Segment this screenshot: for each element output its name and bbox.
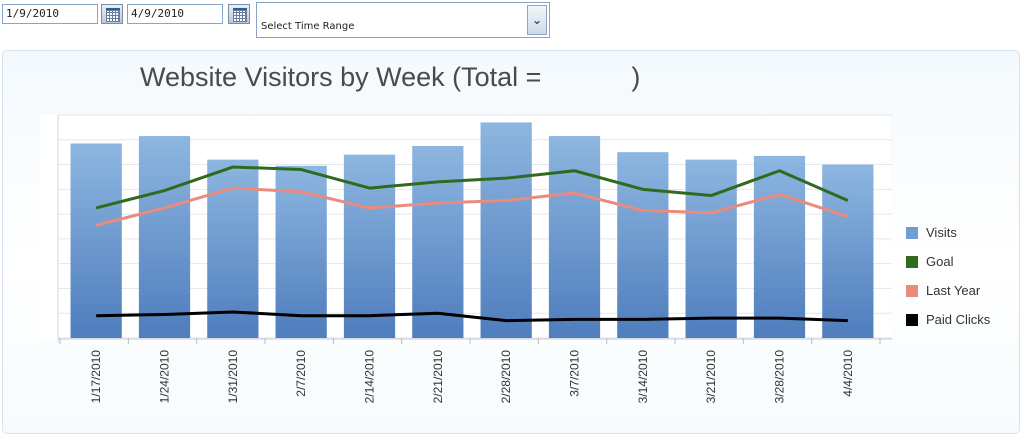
x-tick-label: 2/21/2010 [431, 350, 445, 404]
x-tick-label: 2/7/2010 [294, 350, 308, 397]
x-tick-label: 1/31/2010 [226, 350, 240, 404]
end-date-calendar-button[interactable] [228, 4, 250, 24]
chevron-down-icon: ⌄ [532, 13, 543, 27]
visits-bar [412, 145, 464, 338]
legend-label-last-year: Last Year [926, 283, 981, 298]
legend-swatch-last-year [906, 285, 918, 297]
visits-bar [617, 152, 669, 338]
x-tick-label: 3/21/2010 [704, 350, 718, 404]
start-date-calendar-button[interactable] [101, 4, 123, 24]
x-tick-label: 3/7/2010 [568, 350, 582, 397]
visits-bar [480, 122, 532, 338]
legend-swatch-visits [906, 227, 918, 239]
x-axis: 1/17/2010 1/24/2010 1/31/2010 2/7/2010 2/14/… [58, 338, 892, 403]
end-date-input[interactable]: 4/9/2010 [127, 4, 223, 24]
legend-swatch-goal [906, 256, 918, 268]
legend-swatch-paid-clicks [906, 314, 918, 326]
visits-bar [685, 159, 737, 338]
x-tick-label: 1/17/2010 [89, 350, 103, 404]
legend-label-visits: Visits [926, 225, 957, 240]
visits-bar [138, 136, 191, 338]
legend-label-goal: Goal [926, 254, 954, 269]
series-lines [95, 165, 849, 323]
filter-toolbar: 1/9/2010 4/9/2010 Select Time Range ⌄ [0, 0, 1024, 44]
paid-clicks-line [96, 310, 848, 323]
time-range-value: Select Time Range [261, 21, 355, 32]
start-date-input[interactable]: 1/9/2010 [2, 4, 98, 24]
x-tick-label: 2/28/2010 [499, 350, 513, 404]
visits-bar [822, 164, 874, 338]
legend: Visits Goal Last Year Paid Clicks [906, 225, 991, 327]
calendar-icon [106, 8, 120, 11]
x-tick-label: 2/14/2010 [363, 350, 377, 404]
time-range-dropdown-button[interactable]: ⌄ [527, 5, 547, 35]
legend-label-paid-clicks: Paid Clicks [926, 312, 991, 327]
x-tick-label: 3/14/2010 [636, 350, 650, 404]
time-range-select[interactable]: Select Time Range ⌄ [256, 2, 550, 38]
goal-line [95, 165, 849, 210]
chart-title: Website Visitors by Week (Total = ) [140, 62, 641, 92]
last-year-line [95, 186, 849, 227]
x-tick-label: 1/24/2010 [158, 350, 172, 404]
calendar-icon [233, 8, 247, 11]
visits-bar [70, 143, 122, 338]
x-tick-label: 3/28/2010 [773, 350, 787, 404]
x-tick-label: 4/4/2010 [841, 350, 855, 397]
visits-bar [753, 155, 806, 338]
visits-bar [548, 136, 601, 338]
